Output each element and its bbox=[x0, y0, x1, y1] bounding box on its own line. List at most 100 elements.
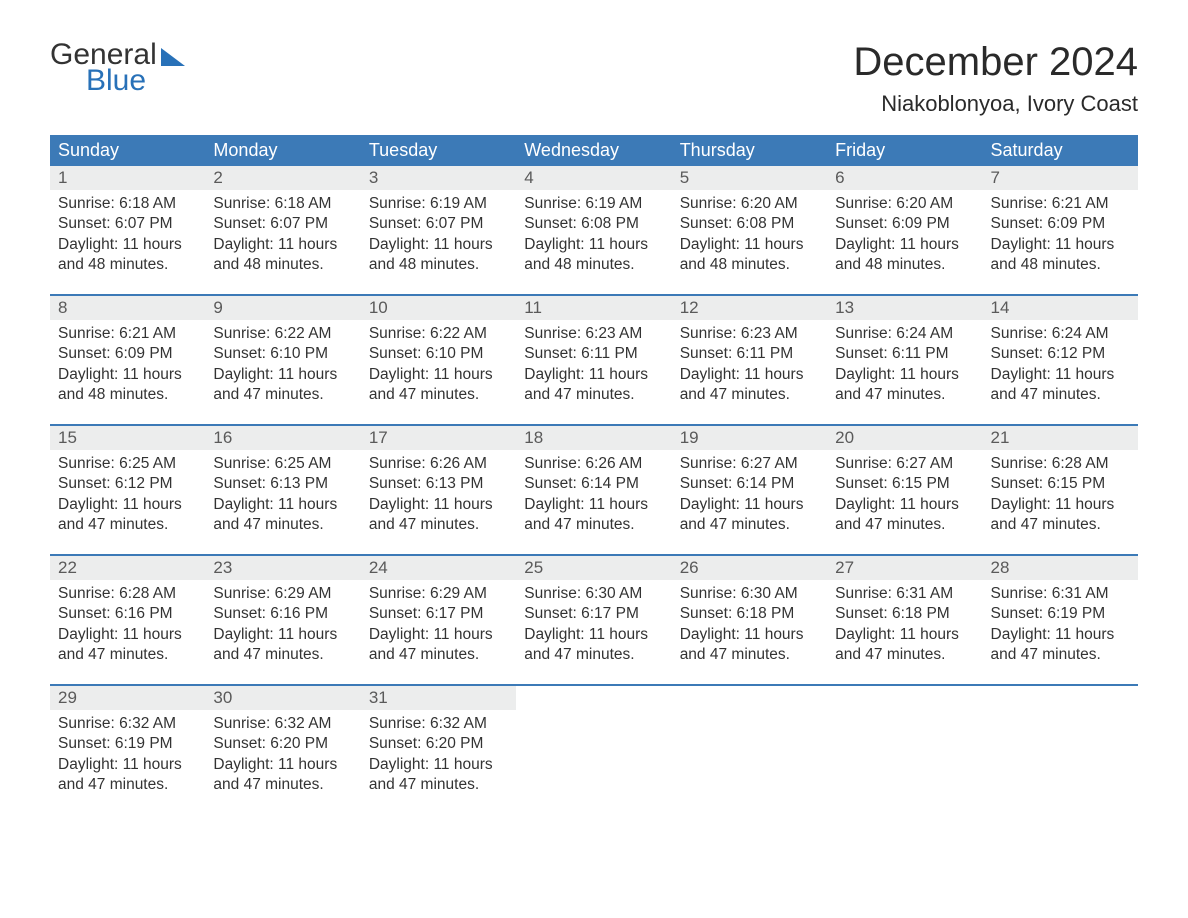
location-subtitle: Niakoblonyoa, Ivory Coast bbox=[853, 91, 1138, 117]
day-number: 2 bbox=[205, 166, 360, 190]
day-daylight2: and 47 minutes. bbox=[58, 775, 197, 795]
day-daylight2: and 48 minutes. bbox=[213, 255, 352, 275]
day-body: Sunrise: 6:18 AMSunset: 6:07 PMDaylight:… bbox=[205, 190, 360, 284]
day-cell: 17Sunrise: 6:26 AMSunset: 6:13 PMDayligh… bbox=[361, 426, 516, 554]
day-daylight2: and 47 minutes. bbox=[680, 385, 819, 405]
day-sunrise: Sunrise: 6:24 AM bbox=[835, 324, 974, 344]
day-body: Sunrise: 6:21 AMSunset: 6:09 PMDaylight:… bbox=[50, 320, 205, 414]
day-daylight2: and 48 minutes. bbox=[524, 255, 663, 275]
day-number: 5 bbox=[672, 166, 827, 190]
day-sunrise: Sunrise: 6:23 AM bbox=[680, 324, 819, 344]
day-number: 11 bbox=[516, 296, 671, 320]
day-body: Sunrise: 6:24 AMSunset: 6:12 PMDaylight:… bbox=[983, 320, 1138, 414]
day-number: 8 bbox=[50, 296, 205, 320]
day-daylight1: Daylight: 11 hours bbox=[680, 625, 819, 645]
day-daylight1: Daylight: 11 hours bbox=[213, 495, 352, 515]
day-sunrise: Sunrise: 6:30 AM bbox=[524, 584, 663, 604]
day-body: Sunrise: 6:25 AMSunset: 6:12 PMDaylight:… bbox=[50, 450, 205, 544]
day-number: 10 bbox=[361, 296, 516, 320]
day-sunset: Sunset: 6:16 PM bbox=[213, 604, 352, 624]
day-sunset: Sunset: 6:09 PM bbox=[991, 214, 1130, 234]
day-cell: 6Sunrise: 6:20 AMSunset: 6:09 PMDaylight… bbox=[827, 166, 982, 294]
day-daylight1: Daylight: 11 hours bbox=[213, 755, 352, 775]
day-daylight1: Daylight: 11 hours bbox=[369, 495, 508, 515]
day-cell: 14Sunrise: 6:24 AMSunset: 6:12 PMDayligh… bbox=[983, 296, 1138, 424]
day-number: 18 bbox=[516, 426, 671, 450]
day-cell: 20Sunrise: 6:27 AMSunset: 6:15 PMDayligh… bbox=[827, 426, 982, 554]
day-number: 9 bbox=[205, 296, 360, 320]
day-sunset: Sunset: 6:11 PM bbox=[524, 344, 663, 364]
day-daylight2: and 47 minutes. bbox=[835, 645, 974, 665]
day-sunrise: Sunrise: 6:30 AM bbox=[680, 584, 819, 604]
day-number: 27 bbox=[827, 556, 982, 580]
day-daylight1: Daylight: 11 hours bbox=[991, 235, 1130, 255]
day-daylight2: and 48 minutes. bbox=[991, 255, 1130, 275]
day-body: Sunrise: 6:25 AMSunset: 6:13 PMDaylight:… bbox=[205, 450, 360, 544]
day-daylight2: and 47 minutes. bbox=[213, 385, 352, 405]
day-body: Sunrise: 6:21 AMSunset: 6:09 PMDaylight:… bbox=[983, 190, 1138, 284]
day-daylight1: Daylight: 11 hours bbox=[991, 495, 1130, 515]
day-daylight2: and 47 minutes. bbox=[369, 515, 508, 535]
day-daylight1: Daylight: 11 hours bbox=[835, 625, 974, 645]
day-sunrise: Sunrise: 6:18 AM bbox=[58, 194, 197, 214]
day-daylight2: and 47 minutes. bbox=[835, 515, 974, 535]
day-sunset: Sunset: 6:20 PM bbox=[213, 734, 352, 754]
day-sunset: Sunset: 6:19 PM bbox=[991, 604, 1130, 624]
day-daylight2: and 47 minutes. bbox=[213, 645, 352, 665]
day-daylight1: Daylight: 11 hours bbox=[524, 235, 663, 255]
day-sunset: Sunset: 6:14 PM bbox=[524, 474, 663, 494]
day-body: Sunrise: 6:29 AMSunset: 6:16 PMDaylight:… bbox=[205, 580, 360, 674]
day-body: Sunrise: 6:26 AMSunset: 6:13 PMDaylight:… bbox=[361, 450, 516, 544]
day-body: Sunrise: 6:22 AMSunset: 6:10 PMDaylight:… bbox=[205, 320, 360, 414]
day-body: Sunrise: 6:26 AMSunset: 6:14 PMDaylight:… bbox=[516, 450, 671, 544]
day-daylight2: and 47 minutes. bbox=[991, 645, 1130, 665]
day-sunrise: Sunrise: 6:20 AM bbox=[835, 194, 974, 214]
day-daylight1: Daylight: 11 hours bbox=[524, 625, 663, 645]
day-cell: 23Sunrise: 6:29 AMSunset: 6:16 PMDayligh… bbox=[205, 556, 360, 684]
day-sunset: Sunset: 6:18 PM bbox=[835, 604, 974, 624]
day-body: Sunrise: 6:32 AMSunset: 6:20 PMDaylight:… bbox=[361, 710, 516, 804]
day-daylight1: Daylight: 11 hours bbox=[213, 235, 352, 255]
day-sunset: Sunset: 6:17 PM bbox=[524, 604, 663, 624]
day-cell: 30Sunrise: 6:32 AMSunset: 6:20 PMDayligh… bbox=[205, 686, 360, 814]
weekday-header: Friday bbox=[827, 135, 982, 166]
day-daylight1: Daylight: 11 hours bbox=[369, 755, 508, 775]
day-body: Sunrise: 6:22 AMSunset: 6:10 PMDaylight:… bbox=[361, 320, 516, 414]
day-cell: 21Sunrise: 6:28 AMSunset: 6:15 PMDayligh… bbox=[983, 426, 1138, 554]
day-daylight2: and 47 minutes. bbox=[524, 645, 663, 665]
day-daylight1: Daylight: 11 hours bbox=[524, 495, 663, 515]
day-daylight1: Daylight: 11 hours bbox=[58, 625, 197, 645]
day-daylight1: Daylight: 11 hours bbox=[680, 365, 819, 385]
day-number: 4 bbox=[516, 166, 671, 190]
weekday-header: Sunday bbox=[50, 135, 205, 166]
day-number: 28 bbox=[983, 556, 1138, 580]
day-daylight1: Daylight: 11 hours bbox=[213, 625, 352, 645]
day-sunset: Sunset: 6:07 PM bbox=[58, 214, 197, 234]
day-body: Sunrise: 6:19 AMSunset: 6:07 PMDaylight:… bbox=[361, 190, 516, 284]
day-daylight1: Daylight: 11 hours bbox=[369, 625, 508, 645]
day-sunrise: Sunrise: 6:26 AM bbox=[524, 454, 663, 474]
day-number: 20 bbox=[827, 426, 982, 450]
day-cell: 15Sunrise: 6:25 AMSunset: 6:12 PMDayligh… bbox=[50, 426, 205, 554]
day-cell: 18Sunrise: 6:26 AMSunset: 6:14 PMDayligh… bbox=[516, 426, 671, 554]
day-body: Sunrise: 6:31 AMSunset: 6:18 PMDaylight:… bbox=[827, 580, 982, 674]
day-number: 7 bbox=[983, 166, 1138, 190]
day-daylight1: Daylight: 11 hours bbox=[58, 235, 197, 255]
day-cell: 8Sunrise: 6:21 AMSunset: 6:09 PMDaylight… bbox=[50, 296, 205, 424]
day-sunrise: Sunrise: 6:24 AM bbox=[991, 324, 1130, 344]
week-row: 29Sunrise: 6:32 AMSunset: 6:19 PMDayligh… bbox=[50, 684, 1138, 814]
day-daylight1: Daylight: 11 hours bbox=[680, 235, 819, 255]
day-sunset: Sunset: 6:07 PM bbox=[213, 214, 352, 234]
day-daylight2: and 48 minutes. bbox=[835, 255, 974, 275]
weekday-header: Tuesday bbox=[361, 135, 516, 166]
day-body: Sunrise: 6:19 AMSunset: 6:08 PMDaylight:… bbox=[516, 190, 671, 284]
day-body: Sunrise: 6:23 AMSunset: 6:11 PMDaylight:… bbox=[672, 320, 827, 414]
day-number: 3 bbox=[361, 166, 516, 190]
day-cell: 24Sunrise: 6:29 AMSunset: 6:17 PMDayligh… bbox=[361, 556, 516, 684]
day-sunrise: Sunrise: 6:29 AM bbox=[369, 584, 508, 604]
day-daylight2: and 47 minutes. bbox=[991, 515, 1130, 535]
day-daylight1: Daylight: 11 hours bbox=[991, 365, 1130, 385]
page-header: General Blue December 2024 Niakoblonyoa,… bbox=[50, 40, 1138, 117]
day-number: 23 bbox=[205, 556, 360, 580]
day-body: Sunrise: 6:20 AMSunset: 6:09 PMDaylight:… bbox=[827, 190, 982, 284]
